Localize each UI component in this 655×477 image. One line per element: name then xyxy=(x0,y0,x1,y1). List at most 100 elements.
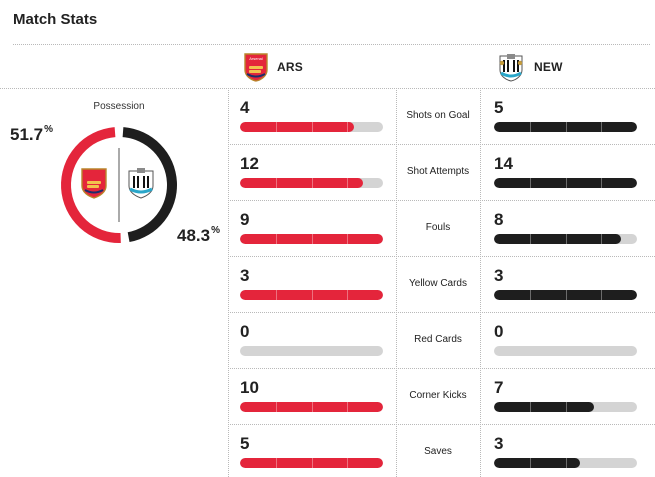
bar-segment-tick xyxy=(529,290,531,300)
bar-segment-tick xyxy=(311,178,313,188)
bar-segment-tick xyxy=(601,290,603,300)
bar-segment-tick xyxy=(529,234,531,244)
bar-segment-tick xyxy=(311,234,313,244)
bar-segment-tick xyxy=(565,178,567,188)
bar-segment-tick xyxy=(311,122,313,132)
home-possession-arc xyxy=(60,127,121,243)
home-stat-bar-fill xyxy=(240,402,383,412)
home-stat-bar xyxy=(240,122,383,132)
bar-segment-tick xyxy=(565,234,567,244)
away-stat-bar xyxy=(494,122,637,132)
bar-segment-tick xyxy=(529,402,531,412)
home-stat-bar xyxy=(240,458,383,468)
away-stat-bar-fill xyxy=(494,290,637,300)
bar-segment-tick xyxy=(275,290,277,300)
away-stat-value: 5 xyxy=(494,98,504,117)
away-team-abbr: NEW xyxy=(534,60,563,74)
away-possession-arc xyxy=(122,127,177,243)
bar-segment-tick xyxy=(347,122,349,132)
bar-segment-tick xyxy=(347,402,349,412)
away-stat-bar xyxy=(494,234,637,244)
newcastle-badge-icon xyxy=(499,54,523,82)
home-stat-bar xyxy=(240,346,383,356)
possession-donut xyxy=(60,127,177,243)
home-team-header: Arsenal ARS xyxy=(243,52,303,82)
bar-segment-tick xyxy=(347,234,349,244)
away-stat-bar xyxy=(494,346,637,356)
away-possession-value: 48.3% xyxy=(177,225,220,246)
home-stat-value: 0 xyxy=(240,322,250,341)
bar-segment-tick xyxy=(601,234,603,244)
bar-segment-tick xyxy=(311,402,313,412)
row-divider xyxy=(228,424,655,425)
away-possession-pct-sign: % xyxy=(211,225,220,236)
away-stat-bar xyxy=(494,290,637,300)
bar-segment-tick xyxy=(565,290,567,300)
bar-segment-tick xyxy=(347,290,349,300)
bar-segment-tick xyxy=(311,458,313,468)
home-stat-value: 9 xyxy=(240,210,250,229)
bar-segment-tick xyxy=(529,178,531,188)
bar-segment-tick xyxy=(601,122,603,132)
home-stat-bar-fill xyxy=(240,178,363,188)
bar-segment-tick xyxy=(275,402,277,412)
home-possession-number: 51.7 xyxy=(10,125,44,144)
bar-segment-tick xyxy=(565,122,567,132)
row-divider xyxy=(228,200,655,201)
possession-label: Possession xyxy=(93,101,145,112)
away-stat-value: 3 xyxy=(494,434,504,453)
home-stat-bar-fill xyxy=(240,458,383,468)
away-stat-bar xyxy=(494,178,637,188)
stat-label: Shot Attempts xyxy=(406,166,470,177)
stat-label: Yellow Cards xyxy=(409,278,467,289)
stat-label: Saves xyxy=(424,446,452,457)
bar-segment-tick xyxy=(529,458,531,468)
home-stat-value: 10 xyxy=(240,378,259,397)
home-stat-bar xyxy=(240,402,383,412)
row-divider xyxy=(228,144,655,145)
stat-label: Red Cards xyxy=(414,334,462,345)
arsenal-badge-text: Arsenal xyxy=(249,56,263,61)
bar-segment-tick xyxy=(311,290,313,300)
away-stat-bar-fill xyxy=(494,458,580,468)
away-stat-value: 14 xyxy=(494,154,513,173)
away-stat-value: 7 xyxy=(494,378,504,397)
away-stat-bar xyxy=(494,458,637,468)
home-stat-bar xyxy=(240,234,383,244)
arsenal-badge-icon: Arsenal xyxy=(244,53,268,82)
away-stat-bar-fill xyxy=(494,234,622,244)
row-divider xyxy=(228,256,655,257)
home-stat-bar xyxy=(240,178,383,188)
home-stat-bar-fill xyxy=(240,290,383,300)
home-stat-value: 3 xyxy=(240,266,250,285)
page-title: Match Stats xyxy=(13,11,98,28)
home-stat-bar-fill xyxy=(240,122,355,132)
bar-segment-tick xyxy=(601,178,603,188)
away-stat-bar-fill xyxy=(494,122,637,132)
column-divider-left xyxy=(228,88,229,477)
home-stat-value: 5 xyxy=(240,434,250,453)
bar-segment-tick xyxy=(565,458,567,468)
home-stat-bar xyxy=(240,290,383,300)
stat-label: Fouls xyxy=(425,222,451,233)
row-divider xyxy=(228,368,655,369)
donut-arsenal-badge-icon xyxy=(81,168,107,199)
home-team-abbr: ARS xyxy=(277,60,303,74)
home-stat-bar-fill xyxy=(240,234,383,244)
header-divider xyxy=(13,44,650,45)
stat-label: Shots on Goal xyxy=(406,110,470,121)
donut-newcastle-badge-icon xyxy=(128,168,154,199)
away-stat-bar-fill xyxy=(494,178,637,188)
away-stat-bar xyxy=(494,402,637,412)
team-header-divider xyxy=(0,88,655,89)
home-stat-value: 4 xyxy=(240,98,250,117)
home-possession-value: 51.7% xyxy=(10,124,53,145)
away-stat-bar-fill xyxy=(494,402,595,412)
column-divider-mid-right xyxy=(480,88,481,477)
away-possession-number: 48.3 xyxy=(177,226,211,245)
away-stat-value: 3 xyxy=(494,266,504,285)
bar-segment-tick xyxy=(275,178,277,188)
bar-segment-tick xyxy=(529,122,531,132)
bar-segment-tick xyxy=(347,178,349,188)
away-team-header: NEW xyxy=(496,52,563,82)
